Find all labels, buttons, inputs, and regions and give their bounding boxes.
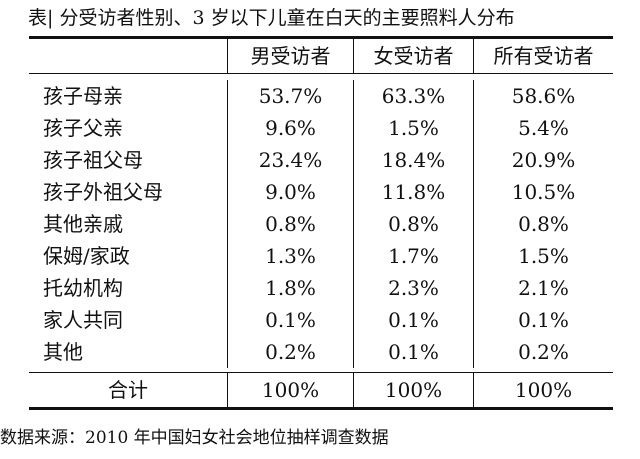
value-cell-male: 0.8%	[227, 208, 353, 240]
table-row: 孩子母亲 53.7% 63.3% 58.6%	[29, 74, 613, 112]
total-label: 合计	[108, 378, 148, 402]
table-body: 孩子母亲 53.7% 63.3% 58.6% 孩子父亲 9.6% 1.5% 5.4% 孩子祖父母…	[29, 74, 613, 368]
value-cell-female: 0.1%	[353, 336, 473, 368]
row-label: 孩子外祖父母	[43, 180, 163, 204]
value-cell-all: 5.4%	[473, 112, 613, 144]
value-cell-male: 0.2%	[227, 336, 353, 368]
value-cell-all: 0.8%	[473, 208, 613, 240]
header-cell-male: 男受访者	[227, 39, 353, 73]
row-label: 其他亲戚	[43, 212, 123, 236]
value-cell-female: 63.3%	[353, 80, 473, 112]
value-cell-female: 0.1%	[353, 304, 473, 336]
total-all: 100%	[473, 373, 613, 407]
row-label: 其他	[43, 340, 83, 364]
table-row: 孩子祖父母 23.4% 18.4% 20.9%	[29, 144, 613, 176]
value-cell-all: 0.1%	[473, 304, 613, 336]
value-cell-female: 18.4%	[353, 144, 473, 176]
table-row: 孩子父亲 9.6% 1.5% 5.4%	[29, 112, 613, 144]
header-cell-blank	[29, 39, 227, 73]
value-cell-male: 9.6%	[227, 112, 353, 144]
table-row: 其他亲戚 0.8% 0.8% 0.8%	[29, 208, 613, 240]
value-cell-all: 58.6%	[473, 80, 613, 112]
total-male: 100%	[227, 373, 353, 407]
value-cell-all: 2.1%	[473, 272, 613, 304]
row-label: 孩子父亲	[43, 116, 123, 140]
value-cell-male: 1.8%	[227, 272, 353, 304]
total-female: 100%	[353, 373, 473, 407]
row-label: 家人共同	[43, 308, 123, 332]
distribution-table: 男受访者 女受访者 所有受访者 孩子母亲 53.7% 63.3% 58.6% 孩子父亲 9…	[29, 36, 613, 410]
value-cell-male: 9.0%	[227, 176, 353, 208]
table-title: 表| 分受访者性别、3 岁以下儿童在白天的主要照料人分布	[28, 7, 515, 29]
value-cell-male: 23.4%	[227, 144, 353, 176]
row-label: 孩子祖父母	[43, 148, 143, 172]
row-label: 孩子母亲	[43, 84, 123, 108]
value-cell-female: 11.8%	[353, 176, 473, 208]
value-cell-male: 1.3%	[227, 240, 353, 272]
value-cell-all: 20.9%	[473, 144, 613, 176]
table-row: 孩子外祖父母 9.0% 11.8% 10.5%	[29, 176, 613, 208]
data-source-note: 数据来源：2010 年中国妇女社会地位抽样调查数据	[0, 428, 389, 448]
value-cell-female: 0.8%	[353, 208, 473, 240]
table-header-row: 男受访者 女受访者 所有受访者	[29, 39, 613, 74]
value-cell-all: 1.5%	[473, 240, 613, 272]
value-cell-male: 53.7%	[227, 80, 353, 112]
value-cell-all: 0.2%	[473, 336, 613, 368]
table-total-row: 合计 100% 100% 100%	[29, 372, 613, 407]
header-cell-female: 女受访者	[353, 39, 473, 73]
row-label: 保姆/家政	[43, 244, 130, 268]
table-row: 其他 0.2% 0.1% 0.2%	[29, 336, 613, 368]
table-row: 家人共同 0.1% 0.1% 0.1%	[29, 304, 613, 336]
value-cell-male: 0.1%	[227, 304, 353, 336]
value-cell-female: 1.7%	[353, 240, 473, 272]
row-label: 托幼机构	[43, 276, 123, 300]
value-cell-female: 2.3%	[353, 272, 473, 304]
header-cell-all: 所有受访者	[473, 39, 613, 73]
table-row: 托幼机构 1.8% 2.3% 2.1%	[29, 272, 613, 304]
value-cell-female: 1.5%	[353, 112, 473, 144]
value-cell-all: 10.5%	[473, 176, 613, 208]
table-row: 保姆/家政 1.3% 1.7% 1.5%	[29, 240, 613, 272]
